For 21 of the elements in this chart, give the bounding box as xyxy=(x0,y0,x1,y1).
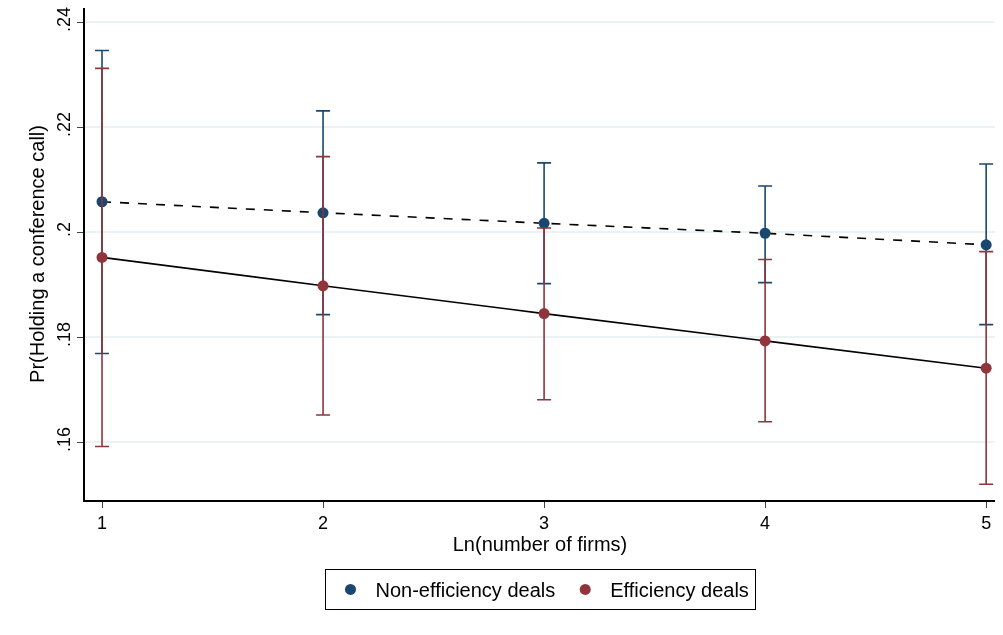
point xyxy=(317,280,329,292)
x-tick-label: 1 xyxy=(97,513,108,534)
x-axis-title: Ln(number of firms) xyxy=(452,533,628,556)
y-tick-label: .24 xyxy=(54,6,75,32)
x-tick-label: 3 xyxy=(539,513,550,534)
legend-label: Non-efficiency deals xyxy=(375,579,556,602)
point xyxy=(980,239,992,251)
point xyxy=(980,362,992,374)
point xyxy=(538,308,550,320)
y-tick-label: .22 xyxy=(54,111,75,138)
legend-label: Efficiency deals xyxy=(610,579,749,602)
point xyxy=(96,251,108,263)
x-tick-label: 5 xyxy=(981,513,992,534)
y-tick-label: .16 xyxy=(54,427,75,453)
point xyxy=(759,227,771,239)
y-tick-label: .18 xyxy=(54,322,75,348)
x-tick-label: 4 xyxy=(760,513,771,534)
y-tick-label: .2 xyxy=(54,222,75,238)
x-tick-label: 2 xyxy=(318,513,329,534)
point xyxy=(759,335,771,347)
y-axis-title: Pr(Holding a conference call) xyxy=(26,125,49,383)
